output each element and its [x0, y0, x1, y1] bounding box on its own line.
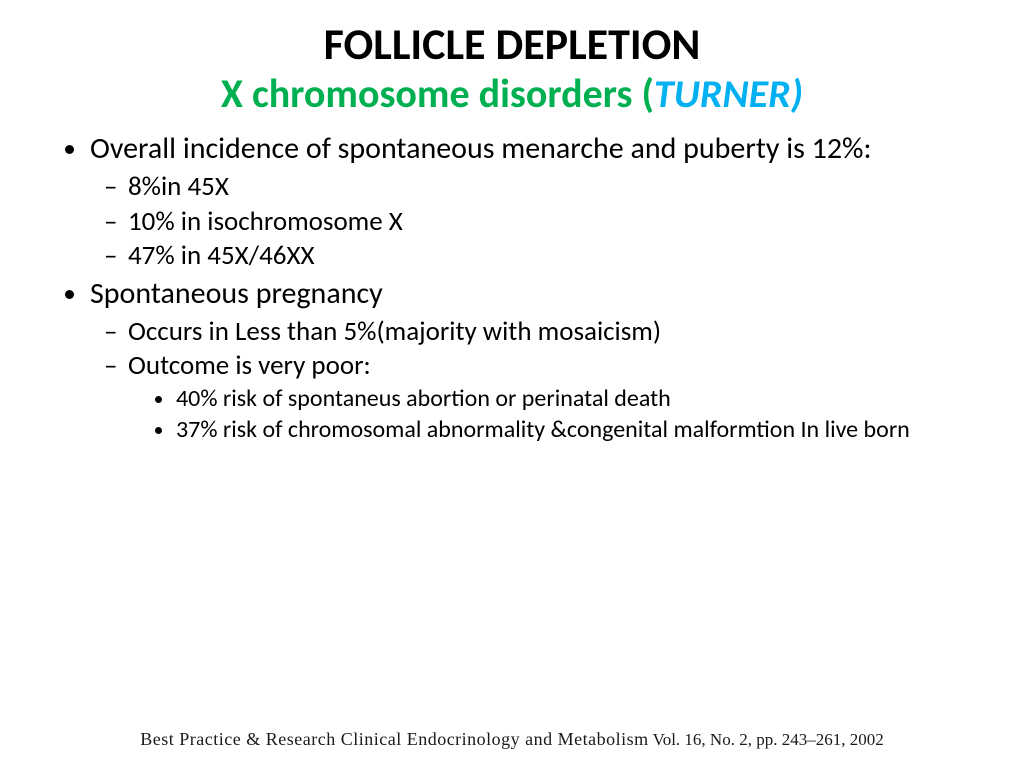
- list-item: 37% risk of chromosomal abnormality &con…: [176, 415, 974, 445]
- bullet-text: Outcome is very poor:: [128, 349, 371, 382]
- title-block: FOLLICLE DEPLETION X chromosome disorder…: [50, 20, 974, 118]
- subtitle-suffix: ): [791, 69, 803, 118]
- list-item: 8%in 45X: [128, 170, 974, 204]
- list-item: Outcome is very poor: 40% risk of sponta…: [128, 349, 974, 445]
- bullet-text: 47% in 45X/46XX: [128, 239, 314, 272]
- bullet-list-level2: Occurs in Less than 5%(majority with mos…: [90, 315, 974, 446]
- bullet-text: Occurs in Less than 5%(majority with mos…: [128, 315, 661, 348]
- list-item: 40% risk of spontaneus abortion or perin…: [176, 384, 974, 414]
- list-item: Overall incidence of spontaneous menarch…: [90, 130, 974, 273]
- slide-title: FOLLICLE DEPLETION: [50, 20, 974, 68]
- citation-journal: Best Practice & Research Clinical Endocr…: [140, 729, 648, 749]
- bullet-text: 40% risk of spontaneus abortion or perin…: [176, 384, 671, 413]
- list-item: Spontaneous pregnancy Occurs in Less tha…: [90, 275, 974, 445]
- subtitle-emph: TURNER: [654, 69, 791, 118]
- subtitle-prefix: X chromosome disorders (: [221, 69, 654, 118]
- bullet-list-level3: 40% risk of spontaneus abortion or perin…: [128, 384, 974, 445]
- bullet-text: 37% risk of chromosomal abnormality &con…: [176, 415, 910, 444]
- bullet-text: 10% in isochromosome X: [128, 205, 403, 238]
- bullet-list-level2: 8%in 45X 10% in isochromosome X 47% in 4…: [90, 170, 974, 273]
- list-item: Occurs in Less than 5%(majority with mos…: [128, 315, 974, 349]
- citation-volume: Vol. 16, No. 2, pp. 243–261, 2002: [649, 730, 884, 749]
- slide-subtitle: X chromosome disorders (TURNER): [50, 70, 974, 118]
- citation: Best Practice & Research Clinical Endocr…: [0, 729, 1024, 750]
- bullet-text: Overall incidence of spontaneous menarch…: [90, 130, 872, 167]
- slide: FOLLICLE DEPLETION X chromosome disorder…: [0, 0, 1024, 768]
- list-item: 47% in 45X/46XX: [128, 239, 974, 273]
- content-area: Overall incidence of spontaneous menarch…: [50, 130, 974, 445]
- bullet-text: Spontaneous pregnancy: [90, 275, 383, 312]
- bullet-text: 8%in 45X: [128, 170, 229, 203]
- bullet-list-level1: Overall incidence of spontaneous menarch…: [50, 130, 974, 445]
- list-item: 10% in isochromosome X: [128, 205, 974, 239]
